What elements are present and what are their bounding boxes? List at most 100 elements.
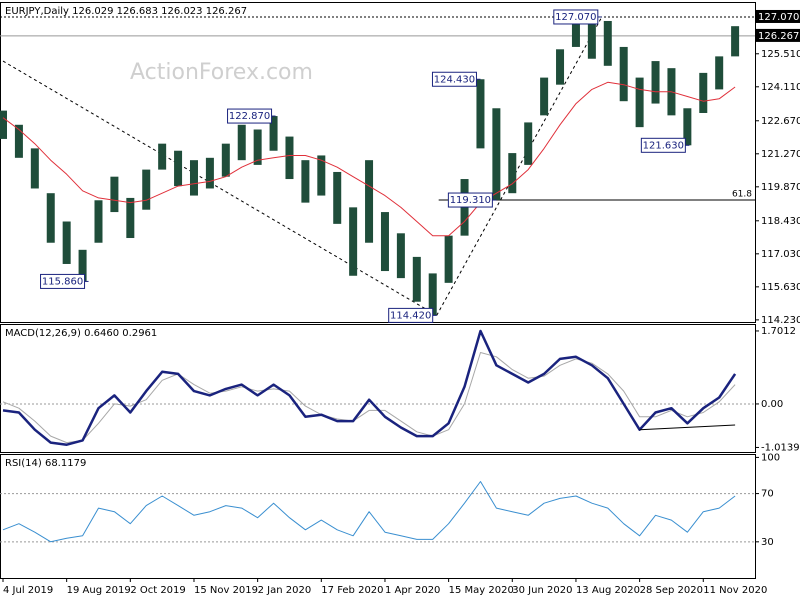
- trendline: [436, 16, 603, 316]
- macd-panel: [0, 324, 756, 453]
- annotation-box: [447, 192, 493, 208]
- y-tick-label: 118.430: [761, 216, 800, 227]
- rsi-line: [2, 481, 736, 543]
- y-tick-label: 122.670: [761, 116, 800, 127]
- price-bar: [571, 18, 580, 47]
- price-bar: [556, 49, 565, 85]
- price-bar: [78, 249, 87, 282]
- y-tick-label: -1.0139: [761, 442, 800, 453]
- price-bar: [62, 221, 71, 264]
- x-tick-label: 30 Jun 2020: [512, 585, 572, 596]
- price-bar: [205, 157, 214, 189]
- x-tick-label: 2 Oct 2019: [130, 585, 185, 596]
- y-tick-label: 124.110: [761, 82, 800, 93]
- chart-title: EURJPY,Daily 126.029 126.683 126.023 126…: [5, 6, 247, 17]
- x-tick-label: 15 Nov 2019: [194, 585, 258, 596]
- price-bar: [476, 79, 485, 149]
- annotation-label: 122.870: [229, 111, 270, 122]
- price-bar: [715, 56, 724, 90]
- price-bar: [189, 160, 198, 196]
- annotation-label: 119.310: [450, 195, 491, 206]
- price-panel: [0, 2, 756, 323]
- annotation-label: 127.070: [555, 12, 596, 23]
- annotation-label: 115.860: [42, 276, 83, 287]
- y-tick-label: 125.510: [761, 49, 800, 60]
- rsi-panel: [0, 454, 756, 579]
- y-tick-label: 100: [761, 452, 780, 463]
- price-bar: [587, 16, 596, 59]
- price-bar: [158, 143, 167, 170]
- macd-title: MACD(12,26,9) 0.6460 0.2961: [5, 328, 157, 339]
- price-marker-label: 126.267: [758, 31, 799, 42]
- price-marker-label: 127.070: [758, 12, 799, 23]
- price-bar: [285, 136, 294, 180]
- price-bar: [269, 116, 278, 151]
- price-bar: [349, 207, 358, 276]
- x-tick-label: 13 Aug 2020: [576, 585, 640, 596]
- price-bar: [699, 72, 708, 113]
- price-bar: [237, 124, 246, 161]
- price-bar: [603, 20, 612, 66]
- price-bar: [524, 122, 533, 165]
- x-tick-label: 4 Jul 2019: [3, 585, 53, 596]
- price-bar: [253, 129, 262, 165]
- price-bar: [635, 77, 644, 128]
- price-bar: [683, 108, 692, 146]
- macd-line: [2, 329, 737, 446]
- y-tick-label: 0.00: [761, 399, 783, 410]
- annotation-box: [40, 273, 86, 289]
- price-bar: [333, 171, 342, 224]
- x-tick-label: 17 Feb 2020: [321, 585, 383, 596]
- price-bar: [301, 160, 310, 203]
- annotation-box: [553, 9, 599, 25]
- watermark: ActionForex.com: [130, 60, 313, 85]
- annotation-label: 121.630: [643, 140, 684, 151]
- y-tick-label: 117.030: [761, 249, 800, 260]
- price-bar: [651, 61, 660, 104]
- x-tick-label: 19 Aug 2019: [67, 585, 131, 596]
- price-bar: [380, 212, 389, 272]
- price-bar: [540, 77, 549, 116]
- x-tick-label: 15 May 2020: [449, 585, 514, 596]
- y-tick-label: 115.630: [761, 282, 800, 293]
- price-bar: [94, 200, 103, 243]
- moving-average: [2, 81, 736, 237]
- price-bar: [444, 235, 453, 283]
- y-tick-label: 114.230: [761, 315, 800, 326]
- y-tick-label: 1.7012: [761, 326, 796, 337]
- annotation-box: [431, 71, 477, 87]
- price-bar: [492, 108, 501, 201]
- price-bar: [126, 197, 135, 239]
- price-bar: [221, 143, 230, 177]
- price-bar: [14, 124, 23, 158]
- price-bar: [142, 169, 151, 210]
- price-marker-box: [756, 9, 800, 23]
- x-tick-label: 28 Sep 2020: [640, 585, 703, 596]
- price-bar: [428, 273, 437, 316]
- price-bar: [396, 233, 405, 279]
- price-bar: [412, 256, 421, 302]
- macd-trendline: [639, 424, 736, 431]
- annotation-box: [227, 108, 273, 124]
- annotation-box: [388, 307, 434, 323]
- y-tick-label: 119.870: [761, 182, 800, 193]
- price-bar: [0, 110, 7, 139]
- price-bar: [365, 160, 374, 243]
- rsi-title: RSI(14) 68.1179: [5, 458, 86, 469]
- annotation-label: 124.430: [434, 74, 475, 85]
- fib-label: 61.8: [732, 190, 752, 200]
- x-tick-label: 11 Nov 2020: [703, 585, 767, 596]
- y-tick-label: 121.270: [761, 149, 800, 160]
- price-bar: [46, 193, 55, 243]
- y-tick-label: 70: [761, 489, 774, 500]
- price-bar: [731, 26, 740, 57]
- price-bar: [317, 155, 326, 196]
- price-bar: [30, 148, 39, 189]
- price-bar: [508, 153, 517, 194]
- y-tick-label: 30: [761, 537, 774, 548]
- x-tick-label: 1 Apr 2020: [385, 585, 440, 596]
- price-bar: [110, 176, 119, 213]
